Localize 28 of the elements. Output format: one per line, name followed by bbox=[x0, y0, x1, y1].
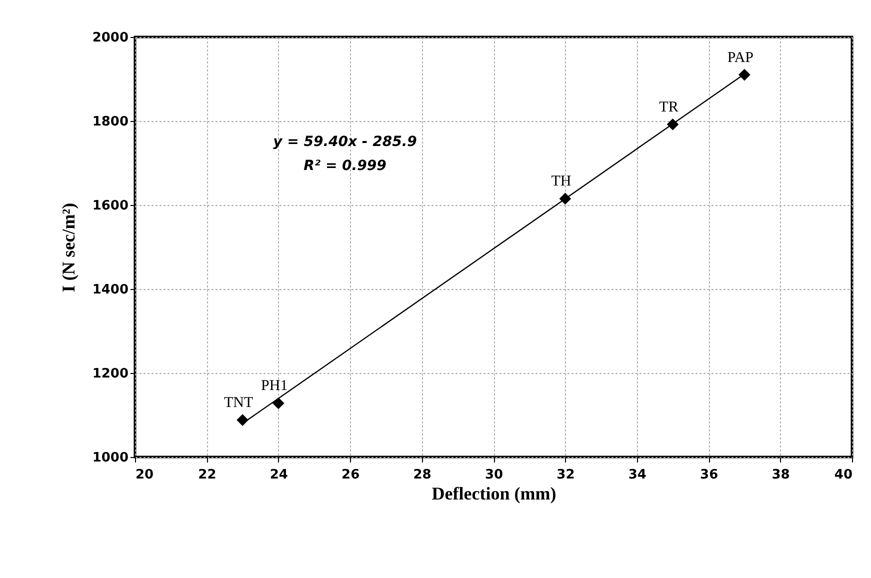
x-tick-label: 30 bbox=[484, 468, 504, 482]
x-tick-label: 22 bbox=[198, 468, 216, 482]
x-tick-label: 36 bbox=[700, 468, 718, 482]
x-tick-label: 28 bbox=[413, 468, 432, 482]
x-tick-label: 38 bbox=[772, 468, 790, 482]
y-tick-label: 1800 bbox=[92, 114, 128, 130]
x-tick-label: 20 bbox=[136, 468, 154, 482]
y-tick-label: 1200 bbox=[92, 366, 128, 382]
annotation: TH bbox=[551, 174, 572, 190]
annotation: y = 59.40x - 285.9 bbox=[273, 134, 418, 150]
y-tick-label: 1600 bbox=[92, 198, 128, 214]
annotation: PH1 bbox=[261, 378, 288, 394]
x-tick-label: 24 bbox=[270, 468, 288, 482]
y-tick-label: 1400 bbox=[92, 282, 128, 298]
x-tick-label: 40 bbox=[834, 468, 852, 482]
x-tick-label: 26 bbox=[342, 468, 360, 482]
annotation: PAP bbox=[727, 50, 754, 66]
x-tick-label: 32 bbox=[556, 468, 575, 482]
annotation: R² = 0.999 bbox=[304, 158, 387, 174]
y-axis-title: I (N sec/m²) bbox=[58, 202, 78, 292]
y-tick-label: 1000 bbox=[92, 450, 128, 466]
point bbox=[272, 397, 284, 410]
point bbox=[738, 68, 750, 81]
annotation: TR bbox=[659, 99, 678, 116]
x-tick-label: 34 bbox=[628, 468, 646, 482]
annotation: TNT bbox=[224, 395, 254, 412]
x-axis-title: Deflection (mm) bbox=[432, 484, 556, 504]
y-tick-label: 2000 bbox=[92, 30, 128, 46]
